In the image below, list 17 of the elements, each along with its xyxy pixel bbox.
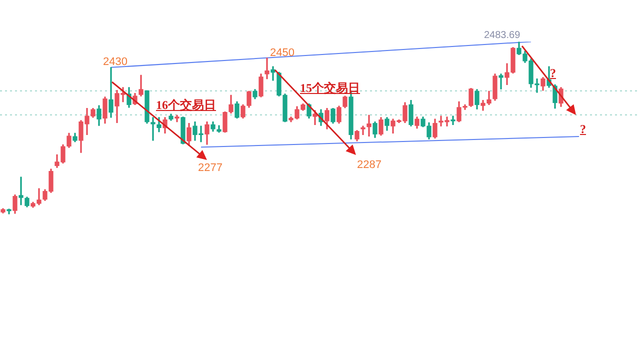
annotation: 2277 — [198, 162, 222, 174]
candlestick — [270, 66, 276, 81]
annotation: ? — [550, 66, 556, 81]
annotation: 2450 — [270, 47, 294, 59]
candlestick — [108, 67, 114, 118]
candlestick — [498, 74, 504, 90]
candlestick — [18, 176, 24, 206]
annotation: 16个交易日 — [156, 97, 216, 114]
text: 2483.69 — [484, 30, 520, 41]
candlestick — [450, 116, 456, 126]
annotation: 2430 — [103, 56, 128, 68]
annotation: 2287 — [357, 159, 382, 171]
annotation: ? — [580, 122, 586, 137]
candlestick — [264, 58, 270, 80]
candlestick — [366, 114, 372, 136]
candlestick — [150, 117, 156, 141]
annotation: 15个交易日 — [300, 80, 360, 97]
